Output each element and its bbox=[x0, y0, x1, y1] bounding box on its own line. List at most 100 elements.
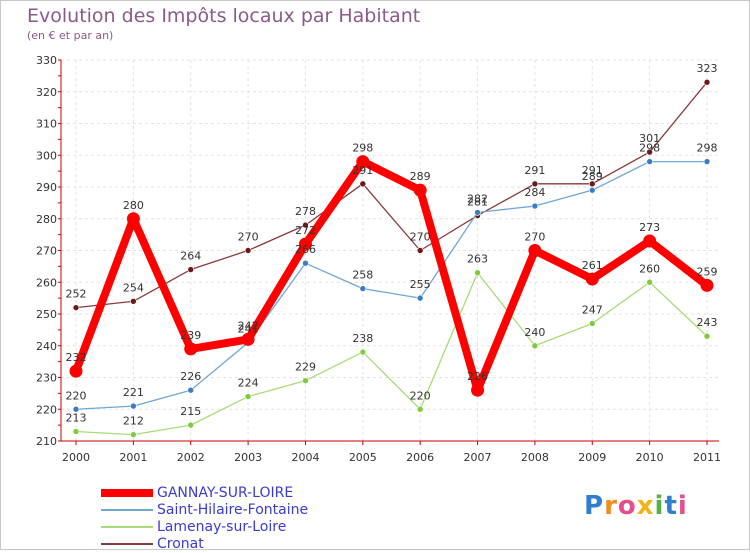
series-point-0 bbox=[126, 212, 140, 226]
series-point-3 bbox=[359, 180, 367, 188]
series-point-1 bbox=[359, 285, 367, 292]
x-tick-label: 2009 bbox=[578, 451, 606, 464]
series-point-3 bbox=[588, 180, 596, 188]
data-label: 291 bbox=[352, 164, 373, 177]
data-label: 270 bbox=[410, 231, 431, 244]
legend-swatch-lamenay bbox=[101, 526, 153, 528]
legend-label-cronat: Cronat bbox=[157, 536, 204, 552]
data-label: 278 bbox=[295, 205, 316, 218]
logo-letter: i bbox=[677, 491, 688, 521]
series-point-2 bbox=[703, 332, 711, 340]
series-point-2 bbox=[416, 405, 424, 413]
data-label: 229 bbox=[295, 361, 316, 374]
logo-letter: i bbox=[654, 491, 665, 521]
series-point-0 bbox=[356, 155, 370, 169]
data-label: 212 bbox=[123, 415, 144, 428]
y-tick-label: 240 bbox=[36, 340, 57, 353]
series-point-0 bbox=[241, 332, 255, 346]
data-label: 221 bbox=[123, 386, 144, 399]
y-tick-label: 260 bbox=[36, 276, 57, 289]
logo-letter: r bbox=[604, 491, 618, 521]
series-point-2 bbox=[359, 348, 367, 356]
y-tick-label: 280 bbox=[36, 213, 57, 226]
series-point-3 bbox=[416, 247, 424, 254]
data-label: 255 bbox=[410, 278, 431, 291]
data-label: 263 bbox=[467, 253, 488, 266]
data-label: 215 bbox=[180, 405, 201, 418]
series-point-2 bbox=[588, 320, 596, 327]
chart-subtitle: (en € et par an) bbox=[27, 29, 114, 42]
data-label: 289 bbox=[410, 170, 431, 183]
x-tick-label: 2003 bbox=[234, 451, 262, 464]
data-label: 272 bbox=[295, 224, 316, 237]
legend-label-gannay: GANNAY-SUR-LOIRE bbox=[157, 485, 294, 501]
series-point-1 bbox=[703, 158, 711, 165]
line-chart: 210 220 230 240 250 260 270 280 290 300 310 320 330 2… bbox=[36, 54, 721, 464]
data-label: 220 bbox=[410, 389, 431, 402]
series-point-3 bbox=[302, 221, 309, 229]
data-label: 243 bbox=[697, 316, 718, 329]
logo-letter: t bbox=[664, 491, 678, 521]
series-point-2 bbox=[187, 421, 195, 429]
y-tick-label: 320 bbox=[36, 86, 57, 99]
data-label: 226 bbox=[180, 370, 201, 383]
y-tick-label: 250 bbox=[36, 308, 57, 321]
data-label: 301 bbox=[639, 132, 660, 145]
series-point-0 bbox=[298, 237, 312, 251]
series-point-1 bbox=[187, 386, 195, 394]
data-label: 291 bbox=[582, 164, 603, 177]
y-tick-label: 210 bbox=[36, 435, 57, 448]
data-label: 220 bbox=[66, 389, 87, 402]
series-line-2 bbox=[75, 272, 708, 436]
series-point-2 bbox=[302, 377, 309, 384]
series-point-3 bbox=[646, 148, 653, 156]
y-tick-label: 220 bbox=[36, 403, 57, 416]
data-label: 270 bbox=[238, 231, 259, 244]
data-label: 247 bbox=[582, 304, 603, 317]
series-point-3 bbox=[531, 180, 539, 188]
x-tick-label: 2008 bbox=[521, 451, 549, 464]
series-point-1 bbox=[474, 209, 481, 216]
x-tick-label: 2000 bbox=[62, 451, 90, 464]
series-line-0 bbox=[72, 157, 711, 395]
y-tick-label: 330 bbox=[36, 54, 57, 67]
data-label: 291 bbox=[524, 164, 545, 177]
data-label: 239 bbox=[180, 329, 201, 342]
data-label: 298 bbox=[352, 142, 373, 155]
series-point-3 bbox=[130, 297, 137, 305]
legend-swatch-saint-hilaire bbox=[101, 509, 153, 511]
data-label: 238 bbox=[352, 332, 373, 345]
data-label: 254 bbox=[123, 281, 144, 294]
data-label: 266 bbox=[295, 243, 316, 256]
series-line-3 bbox=[75, 81, 708, 309]
series-point-3 bbox=[703, 78, 711, 86]
data-label: 213 bbox=[66, 411, 87, 424]
x-tick-label: 2010 bbox=[636, 451, 664, 464]
x-tick-label: 2001 bbox=[119, 451, 147, 464]
data-label: 284 bbox=[524, 186, 545, 199]
series-point-3 bbox=[187, 266, 195, 273]
x-tick-label: 2006 bbox=[406, 451, 434, 464]
data-label: 226 bbox=[467, 370, 488, 383]
legend-label-lamenay: Lamenay-sur-Loire bbox=[157, 519, 287, 535]
y-tick-label: 230 bbox=[36, 372, 57, 385]
data-label: 323 bbox=[697, 62, 718, 75]
series-line-1 bbox=[75, 160, 708, 410]
legend-label-saint-hilaire: Saint-Hilaire-Fontaine bbox=[157, 502, 309, 518]
data-label: 273 bbox=[639, 221, 660, 234]
series-point-0 bbox=[528, 244, 542, 257]
series-point-2 bbox=[130, 431, 137, 438]
data-label: 259 bbox=[697, 265, 718, 278]
data-label: 281 bbox=[467, 196, 488, 209]
data-label: 298 bbox=[639, 142, 660, 155]
y-tick-label: 300 bbox=[36, 149, 57, 162]
y-tick-label: 290 bbox=[36, 181, 57, 194]
x-tick-label: 2011 bbox=[693, 451, 721, 464]
series-point-0 bbox=[184, 342, 198, 356]
series-point-0 bbox=[585, 272, 599, 286]
logo-letter: P bbox=[584, 491, 605, 521]
series-point-0 bbox=[69, 364, 83, 378]
series-point-3 bbox=[72, 304, 80, 311]
series-point-0 bbox=[413, 183, 427, 197]
